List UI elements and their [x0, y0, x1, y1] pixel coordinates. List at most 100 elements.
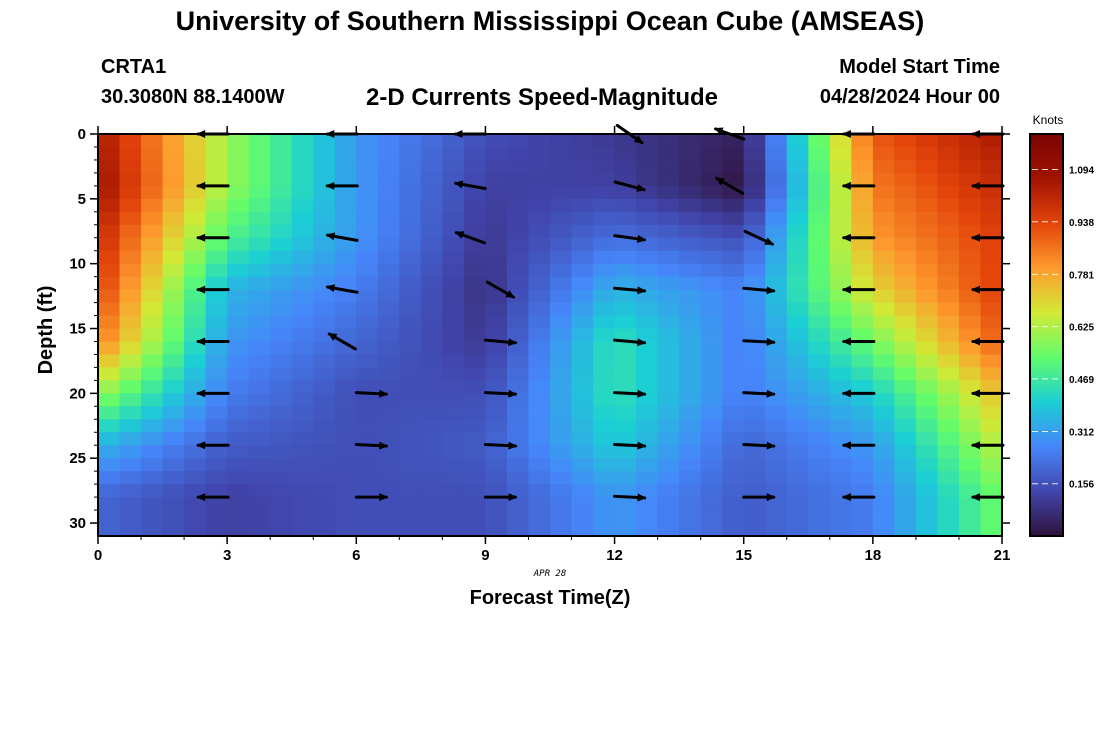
heatmap-cell: [119, 419, 142, 433]
heatmap-cell: [463, 419, 487, 433]
heatmap-cell: [506, 185, 530, 200]
heatmap-cell: [743, 341, 766, 356]
heatmap-cell: [162, 380, 185, 394]
heatmap-cell: [915, 237, 939, 252]
heatmap-cell: [808, 276, 831, 291]
heatmap-cell: [958, 393, 982, 407]
heatmap-cell: [937, 134, 960, 148]
heatmap-cell: [119, 289, 142, 304]
heatmap-cell: [442, 406, 465, 420]
heatmap-cell: [227, 484, 250, 498]
heatmap-cell: [291, 393, 314, 407]
heatmap-cell: [442, 211, 465, 226]
heatmap-cell: [98, 445, 121, 459]
heatmap-cell: [765, 172, 788, 187]
heatmap-cell: [463, 497, 487, 511]
heatmap-cell: [227, 172, 250, 187]
arrow-head: [971, 493, 980, 502]
heatmap-cell: [636, 276, 659, 291]
heatmap-cell: [506, 289, 530, 304]
heatmap-cell: [205, 419, 228, 433]
heatmap-cell: [915, 211, 939, 226]
heatmap-cell: [593, 315, 616, 330]
heatmap-cell: [765, 406, 788, 420]
heatmap-cell: [98, 224, 121, 239]
plot-axes: 0 3 6 9 12 15 18 21 0 5 10 15 20 25 30: [69, 126, 1010, 564]
heatmap-cell: [356, 159, 379, 174]
current-arrow: [483, 338, 518, 347]
heatmap-cell: [141, 172, 164, 187]
current-arrow: [613, 234, 647, 243]
heatmap-cell: [808, 497, 831, 511]
heatmap-cell: [442, 380, 465, 394]
heatmap-cell: [528, 341, 551, 356]
colorbar: 0.156 0.312 0.469 0.625 0.781 0.938 1.094: [1029, 133, 1094, 537]
heatmap-cell: [937, 237, 960, 252]
heatmap-cell: [442, 302, 465, 317]
heatmap-cell: [679, 211, 702, 226]
heatmap-cell: [550, 406, 573, 420]
heatmap-cell: [119, 146, 142, 161]
heatmap-cell: [205, 484, 228, 498]
heatmap-cell: [786, 159, 809, 174]
heatmap-cell: [506, 237, 530, 252]
heatmap-cell: [808, 484, 831, 498]
heatmap-cell: [442, 250, 465, 265]
heatmap-cell: [937, 172, 960, 187]
heatmap-cell: [657, 224, 680, 239]
heatmap-cell: [528, 172, 551, 187]
heatmap-cell: [119, 328, 142, 343]
heatmap-cell: [291, 484, 314, 498]
heatmap-cell: [270, 510, 293, 524]
current-arrow: [483, 493, 518, 502]
heatmap-cell: [141, 289, 164, 304]
heatmap-cell: [786, 380, 809, 394]
heatmap-cell: [593, 380, 616, 394]
heatmap-cell: [851, 497, 874, 511]
heatmap-cell: [506, 263, 530, 278]
heatmap-cell: [119, 224, 142, 239]
heatmap-cell: [808, 289, 831, 304]
heatmap-cell: [248, 315, 271, 330]
heatmap-cell: [141, 237, 164, 252]
heatmap-cell: [700, 250, 723, 265]
heatmap-cell: [700, 497, 723, 511]
heatmap-cell: [313, 354, 336, 369]
heatmap-cell: [765, 134, 788, 148]
heatmap-cell: [356, 445, 379, 459]
heatmap-cell: [119, 406, 142, 420]
heatmap-cell: [851, 406, 874, 420]
heatmap-cell: [937, 445, 960, 459]
heatmap-cell: [291, 523, 314, 537]
heatmap-cell: [184, 185, 207, 200]
heatmap-cell: [980, 159, 1003, 174]
heatmap-cell: [679, 224, 702, 239]
heatmap-cell: [679, 471, 702, 485]
heatmap-cell: [829, 302, 852, 317]
heatmap-cell: [786, 328, 809, 343]
heatmap-cell: [571, 211, 594, 226]
heatmap-cell: [593, 328, 616, 343]
heatmap-cell: [915, 484, 939, 498]
current-arrow: [971, 181, 1005, 190]
heatmap-cell: [550, 445, 573, 459]
heatmap-cell: [550, 367, 573, 381]
heatmap-cell: [485, 406, 508, 420]
heatmap-cell: [743, 354, 766, 369]
current-arrow: [354, 389, 389, 398]
heatmap-cell: [657, 198, 680, 213]
heatmap-cell: [915, 185, 939, 200]
heatmap-cell: [270, 146, 293, 161]
heatmap-cell: [184, 497, 207, 511]
heatmap-cell: [98, 458, 121, 472]
heatmap-cell: [571, 419, 594, 433]
heatmap-cell: [851, 523, 874, 537]
heatmap-cell: [786, 198, 809, 213]
heatmap-cell: [743, 172, 766, 187]
heatmap-cell: [894, 289, 917, 304]
heatmap-cell: [463, 134, 487, 148]
heatmap-cell: [205, 237, 228, 252]
heatmap-cell: [614, 134, 637, 148]
heatmap-cell: [248, 289, 271, 304]
heatmap-cell: [636, 134, 659, 148]
